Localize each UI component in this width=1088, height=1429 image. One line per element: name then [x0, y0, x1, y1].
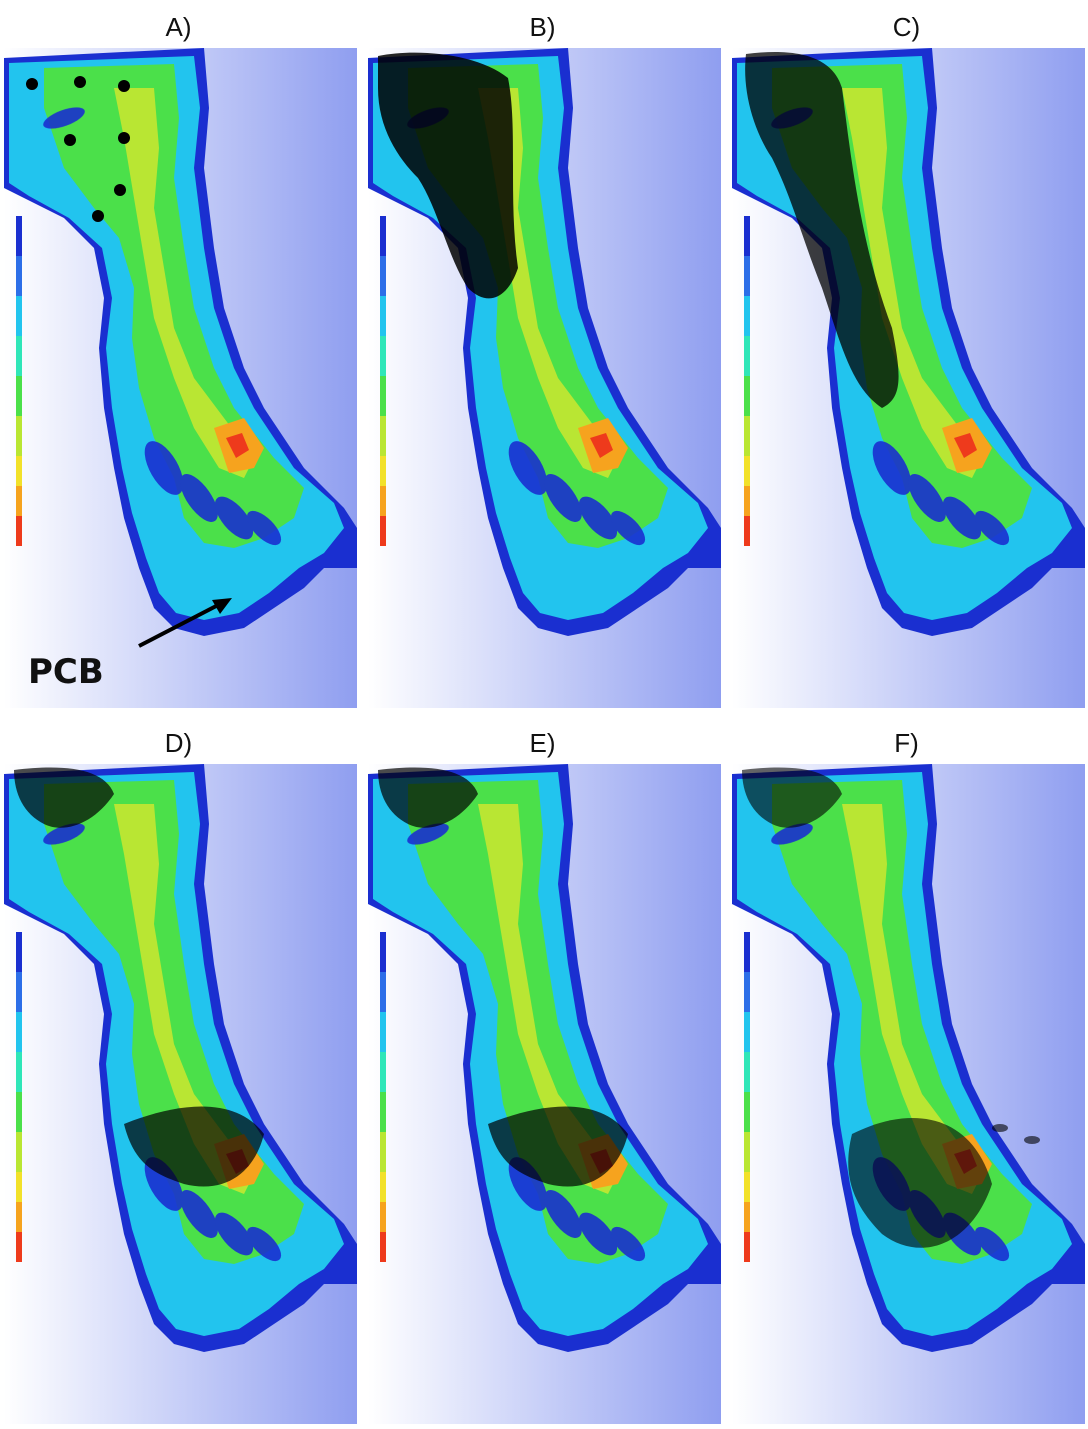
particle-cloud [378, 52, 518, 299]
panel-f-map [732, 764, 1085, 1424]
panel-f-label: F) [894, 728, 919, 758]
estuary-map-c [732, 48, 1085, 708]
estuary-map-d [4, 764, 357, 1424]
pcb-arrow [138, 598, 232, 648]
panel-b-label: B) [529, 12, 556, 42]
particle-cloud [745, 51, 899, 408]
panel-e: E) [364, 716, 721, 1428]
panel-a-map [4, 48, 357, 708]
panel-e-label: E) [529, 728, 556, 758]
panel-d-map [4, 764, 357, 1424]
estuary-map-b [368, 48, 721, 708]
panel-a: A) PCB [0, 0, 357, 712]
pcb-annotation: PCB [28, 652, 104, 692]
panel-c-map [732, 48, 1085, 708]
estuary-map-e [368, 764, 721, 1424]
estuary-map-f [732, 764, 1085, 1424]
particle-cloud [378, 767, 628, 1187]
panel-c-label: C) [892, 12, 921, 42]
panel-b: B) [364, 0, 721, 712]
release-points [26, 76, 130, 222]
panel-c: C) [728, 0, 1085, 712]
panel-d-label: D) [164, 728, 193, 758]
estuary-map-a [4, 48, 357, 708]
panel-e-map [368, 764, 721, 1424]
particle-cloud [14, 767, 264, 1187]
panel-f: F) [728, 716, 1085, 1428]
particle-cloud [742, 767, 1040, 1248]
panel-a-label: A) [165, 12, 192, 42]
panel-d: D) [0, 716, 357, 1428]
panel-b-map [368, 48, 721, 708]
